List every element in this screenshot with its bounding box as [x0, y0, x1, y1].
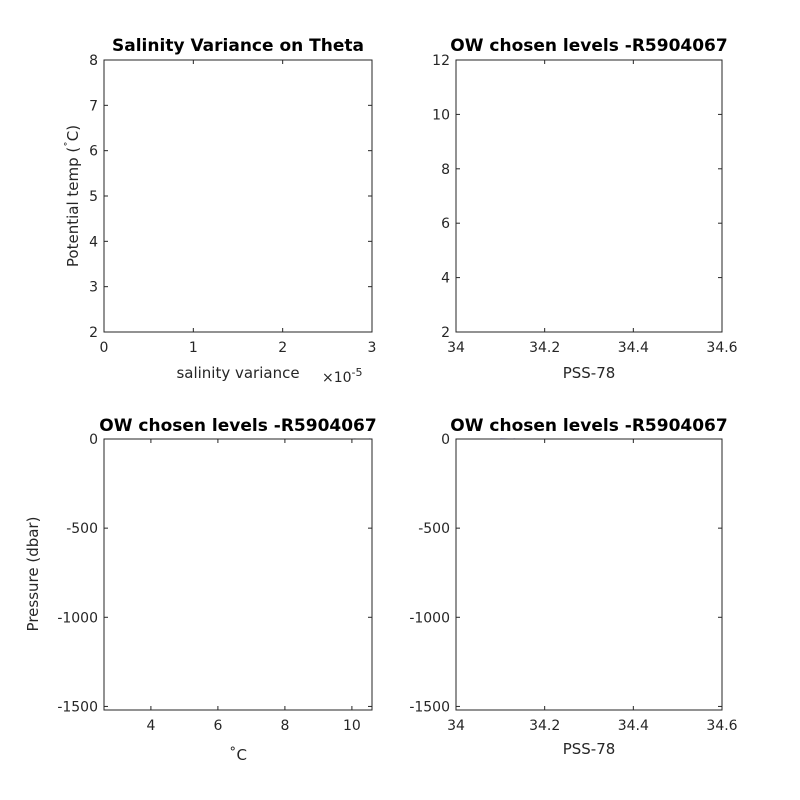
x-tick-label: 0 — [100, 340, 109, 356]
x-tick-label: 10 — [343, 718, 361, 734]
x-tick-label: 34.6 — [706, 340, 737, 356]
y-tick-label: 3 — [89, 280, 98, 296]
y-tick-label: 8 — [89, 53, 98, 69]
axes-box — [103, 438, 373, 711]
chart-title: Salinity Variance on Theta — [112, 36, 364, 56]
x-tick-label: 1 — [189, 340, 198, 356]
x-tick-label: 8 — [280, 718, 289, 734]
y-tick-label: 5 — [89, 189, 98, 205]
x-tick-label: 34.4 — [618, 718, 649, 734]
x-tick-label: 6 — [213, 718, 222, 734]
y-tick-label: 8 — [441, 162, 450, 178]
x-tick-label: 34 — [447, 718, 465, 734]
y-tick-label: 10 — [432, 107, 450, 123]
y-tick-label: -1500 — [409, 699, 450, 715]
x-tick-label: 2 — [278, 340, 287, 356]
y-label-part-1: Potential temp ( — [64, 147, 82, 267]
axes-box — [455, 59, 723, 333]
y-tick-label: 2 — [441, 325, 450, 341]
y-tick-label: -1000 — [57, 610, 98, 626]
x-tick-label: 3 — [368, 340, 377, 356]
multiplier-base: ×10 — [322, 370, 352, 386]
axes-box — [103, 59, 373, 333]
x-axis-label: salinity variance — [176, 364, 299, 382]
y-tick-label: 0 — [441, 432, 450, 448]
panel-salinity-variance: Salinity Variance on Theta salinity vari… — [63, 36, 376, 386]
y-axis-label: Pressure (dbar) — [24, 517, 42, 632]
x-axis-multiplier: ×10-5 — [322, 366, 363, 386]
y-label-degree: ˚ — [63, 141, 76, 147]
x-tick-label: 34.2 — [529, 718, 560, 734]
y-tick-label: -1500 — [57, 699, 98, 715]
y-tick-label: 4 — [441, 271, 450, 287]
y-tick-label: -1000 — [409, 610, 450, 626]
y-tick-label: 2 — [89, 325, 98, 341]
y-label-part-2: C) — [64, 125, 82, 141]
x-axis-label: PSS-78 — [563, 740, 616, 758]
y-axis-label: Potential temp (˚C) — [63, 125, 82, 267]
chart-title: OW chosen levels -R5904067 — [450, 36, 727, 56]
x-tick-label: 34.6 — [706, 718, 737, 734]
x-tick-label: 34.4 — [618, 340, 649, 356]
y-tick-label: 4 — [89, 234, 98, 250]
y-tick-label: 6 — [441, 216, 450, 232]
chart-title: OW chosen levels -R5904067 — [99, 416, 376, 436]
panel-pressure-temperature: OW chosen levels -R5904067 ˚C Pressure (… — [24, 416, 377, 764]
y-tick-label: -500 — [418, 521, 450, 537]
x-tick-label: 34.2 — [529, 340, 560, 356]
y-tick-label: 0 — [89, 432, 98, 448]
panel-theta-salinity: OW chosen levels -R5904067 PSS-78 34 34.2… — [432, 36, 738, 382]
x-tick-label: 34 — [447, 340, 465, 356]
chart-title: OW chosen levels -R5904067 — [450, 416, 727, 436]
x-axis-label: ˚C — [229, 746, 247, 764]
y-tick-label: 6 — [89, 144, 98, 160]
y-tick-label: -500 — [66, 521, 98, 537]
multiplier-exponent: -5 — [352, 366, 363, 379]
y-tick-label: 12 — [432, 53, 450, 69]
x-tick-label: 4 — [146, 718, 155, 734]
axes-box — [455, 438, 723, 711]
x-axis-label: PSS-78 — [563, 364, 616, 382]
y-tick-label: 7 — [89, 98, 98, 114]
panel-pressure-salinity: OW chosen levels -R5904067 PSS-78 34 34.2… — [409, 416, 737, 758]
